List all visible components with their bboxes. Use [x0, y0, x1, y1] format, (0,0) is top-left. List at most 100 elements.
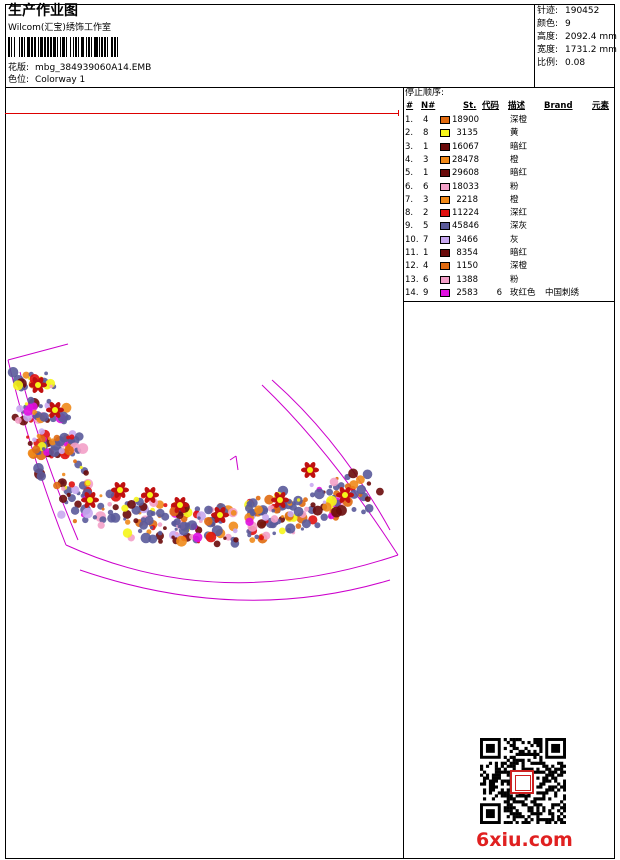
- row-needle: 1: [423, 168, 429, 179]
- row-index: 6.: [405, 181, 414, 192]
- row-description: 暗红: [510, 168, 528, 179]
- row-stitches: 2218: [456, 194, 478, 205]
- row-needle: 7: [423, 234, 429, 245]
- stat-label: 比例:: [537, 58, 559, 68]
- row-stitches: 45846: [452, 221, 480, 232]
- row-description: 橙: [510, 154, 519, 165]
- row-index: 5.: [405, 168, 414, 179]
- row-description: 橙: [510, 194, 519, 205]
- row-index: 14.: [405, 287, 419, 298]
- col-header-n: N#: [421, 101, 436, 111]
- row-description: 粉: [510, 181, 519, 192]
- stat-label: 针迹:: [537, 6, 559, 16]
- stat-value: 2092.4 mm: [565, 32, 617, 42]
- col-header-element: 元素: [592, 101, 610, 111]
- watermark: 6xiu.com: [476, 829, 573, 851]
- row-stitches: 8354: [456, 248, 478, 258]
- row-stitches: 3135: [456, 128, 478, 139]
- row-description: 灰: [510, 234, 519, 245]
- row-description: 深橙: [510, 115, 528, 125]
- row-code: 6: [496, 287, 502, 298]
- color-swatch: [440, 222, 450, 231]
- row-index: 1.: [405, 115, 414, 125]
- row-description: 深红: [510, 208, 528, 219]
- row-description: 暗红: [510, 248, 528, 258]
- embroidery-flowers: [7, 367, 384, 548]
- row-index: 11.: [405, 248, 419, 258]
- row-needle: 9: [423, 287, 429, 298]
- barcode: [8, 37, 233, 57]
- row-stitches: 16067: [452, 141, 480, 152]
- row-needle: 1: [423, 141, 429, 152]
- row-needle: 1: [423, 248, 429, 258]
- stat-value: 0.08: [565, 58, 586, 68]
- stat-value: 9: [565, 19, 571, 29]
- row-index: 13.: [405, 274, 419, 285]
- row-needle: 3: [423, 154, 429, 165]
- color-swatch: [440, 155, 450, 164]
- stat-label: 高度:: [537, 32, 559, 42]
- color-swatch: [440, 275, 450, 284]
- colorway-value: Colorway 1: [35, 75, 86, 85]
- col-header-brand: Brand: [544, 101, 573, 111]
- row-index: 9.: [405, 221, 414, 232]
- row-index: 12.: [405, 261, 419, 272]
- color-swatch: [440, 129, 450, 138]
- row-stitches: 29608: [452, 168, 480, 179]
- row-stitches: 2583: [456, 287, 478, 298]
- qr-code: [480, 738, 566, 824]
- page-title: 生产作业图: [8, 3, 78, 19]
- row-index: 10.: [405, 234, 419, 245]
- row-description: 暗红: [510, 141, 528, 152]
- row-stitches: 11224: [452, 208, 480, 219]
- row-stitches: 1388: [456, 274, 478, 285]
- row-stitches: 3466: [456, 234, 478, 245]
- row-description: 粉: [510, 274, 519, 285]
- color-swatch: [440, 249, 450, 257]
- row-brand: 中国刺绣: [545, 287, 580, 298]
- guide-line: [5, 113, 399, 114]
- col-header-idx: #: [406, 101, 414, 111]
- row-stitches: 28478: [452, 154, 480, 165]
- color-swatch: [440, 209, 450, 218]
- col-header-desc: 描述: [508, 101, 526, 111]
- sequence-box: [403, 87, 615, 302]
- row-description: 玫红色: [510, 287, 536, 298]
- row-needle: 6: [423, 181, 429, 192]
- row-needle: 8: [423, 128, 429, 139]
- guide-line-tail: [398, 110, 399, 116]
- stat-value: 1731.2 mm: [565, 45, 617, 55]
- row-index: 8.: [405, 208, 414, 219]
- row-needle: 6: [423, 274, 429, 285]
- row-index: 3.: [405, 141, 414, 152]
- stat-label: 颜色:: [537, 19, 559, 29]
- row-description: 深橙: [510, 261, 528, 272]
- color-swatch: [440, 116, 450, 124]
- row-index: 4.: [405, 154, 414, 165]
- seal-stamp: [510, 770, 534, 794]
- color-swatch: [440, 142, 450, 151]
- stat-value: 190452: [565, 6, 600, 16]
- row-needle: 4: [423, 261, 429, 272]
- row-needle: 3: [423, 194, 429, 205]
- row-stitches: 18033: [452, 181, 480, 192]
- colorway-label: 色位:: [8, 75, 30, 85]
- col-header-st: St.: [463, 101, 477, 111]
- row-index: 7.: [405, 194, 414, 205]
- col-header-code: 代码: [482, 101, 500, 111]
- company-name: Wilcom(汇宝)绣饰工作室: [8, 23, 111, 33]
- notes-box: [403, 301, 615, 859]
- sequence-title: 停止顺序:: [405, 88, 445, 98]
- row-needle: 5: [423, 221, 429, 232]
- color-swatch: [440, 169, 450, 178]
- row-stitches: 1150: [456, 261, 478, 272]
- stat-label: 宽度:: [537, 45, 559, 55]
- hoop-outline: [7, 343, 399, 601]
- color-swatch: [440, 288, 450, 297]
- row-needle: 4: [423, 115, 429, 125]
- row-stitches: 18900: [452, 115, 480, 125]
- row-needle: 2: [423, 208, 429, 219]
- color-swatch: [440, 235, 450, 244]
- row-description: 深灰: [510, 221, 528, 232]
- design-label: 花版:: [8, 63, 30, 73]
